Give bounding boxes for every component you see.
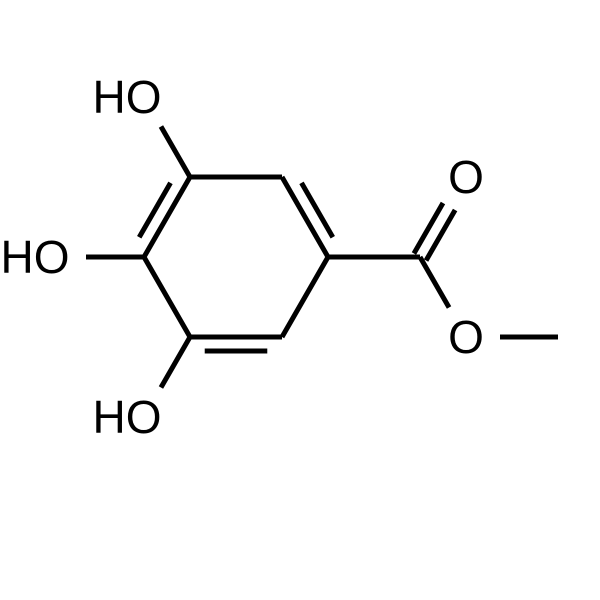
atom-label-O13: HO — [92, 391, 161, 443]
atom-label-O8: O — [448, 151, 484, 203]
bond-inner — [301, 183, 332, 237]
bond — [426, 210, 455, 261]
bond — [282, 257, 328, 337]
atom-label-O11: HO — [92, 71, 161, 123]
bond-inner — [139, 183, 170, 237]
bond — [414, 203, 443, 254]
bond — [420, 257, 449, 308]
bond — [144, 257, 190, 337]
bond — [161, 337, 190, 388]
chemical-structure-diagram: O O HO HO HO — [0, 0, 600, 600]
atom-label-O12: HO — [0, 231, 69, 283]
atom-label-O9: O — [448, 311, 484, 363]
bond — [161, 126, 190, 177]
